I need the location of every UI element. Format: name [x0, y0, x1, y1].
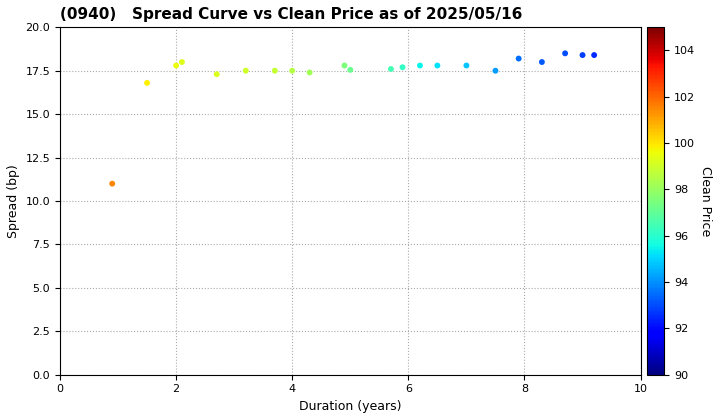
Point	[397, 64, 408, 71]
Point	[107, 180, 118, 187]
Point	[269, 67, 281, 74]
Point	[490, 67, 501, 74]
X-axis label: Duration (years): Duration (years)	[299, 400, 402, 413]
Y-axis label: Clean Price: Clean Price	[698, 166, 711, 236]
Text: (0940)   Spread Curve vs Clean Price as of 2025/05/16: (0940) Spread Curve vs Clean Price as of…	[60, 7, 522, 22]
Point	[338, 62, 350, 69]
Point	[414, 62, 426, 69]
Point	[536, 59, 548, 66]
Point	[461, 62, 472, 69]
Point	[171, 62, 182, 69]
Point	[513, 55, 524, 62]
Point	[211, 71, 222, 78]
Point	[141, 79, 153, 86]
Point	[287, 67, 298, 74]
Point	[304, 69, 315, 76]
Point	[385, 66, 397, 72]
Point	[240, 67, 251, 74]
Point	[588, 52, 600, 58]
Point	[559, 50, 571, 57]
Point	[577, 52, 588, 58]
Y-axis label: Spread (bp): Spread (bp)	[7, 164, 20, 238]
Point	[176, 59, 188, 66]
Point	[431, 62, 443, 69]
Point	[345, 66, 356, 73]
